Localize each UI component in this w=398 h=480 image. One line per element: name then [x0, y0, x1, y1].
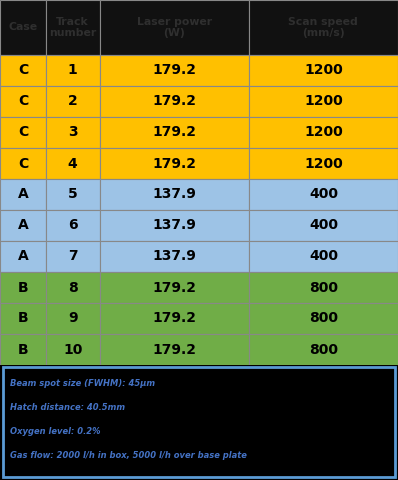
Text: Case: Case [8, 23, 37, 33]
Bar [46, 241, 100, 272]
Bar [46, 117, 100, 148]
Bar [0, 117, 46, 148]
Bar [100, 86, 249, 117]
Text: A: A [18, 218, 28, 232]
Text: C: C [18, 125, 28, 140]
Text: 137.9: 137.9 [152, 218, 196, 232]
Text: 1200: 1200 [304, 63, 343, 77]
Bar [100, 179, 249, 210]
Text: 800: 800 [309, 343, 338, 357]
Bar [100, 210, 249, 241]
Bar [249, 55, 398, 86]
Bar [46, 55, 100, 86]
Bar [0, 86, 46, 117]
Bar [249, 0, 398, 55]
Bar [100, 334, 249, 365]
Bar [0, 272, 46, 303]
Bar [100, 117, 249, 148]
Bar [46, 0, 100, 55]
Text: Scan speed
(mm/s): Scan speed (mm/s) [289, 17, 358, 38]
Bar [46, 148, 100, 179]
Bar [46, 86, 100, 117]
Bar [100, 272, 249, 303]
Bar [249, 210, 398, 241]
Bar [249, 86, 398, 117]
Text: 1200: 1200 [304, 95, 343, 108]
Text: B: B [18, 343, 28, 357]
Bar [0, 179, 46, 210]
Text: Track
number: Track number [49, 17, 96, 38]
Bar [0, 148, 46, 179]
Bar [249, 117, 398, 148]
Text: Beam spot size (FWHM): 45μm: Beam spot size (FWHM): 45μm [10, 379, 155, 388]
Text: 7: 7 [68, 250, 78, 264]
Bar [46, 179, 100, 210]
Text: 9: 9 [68, 312, 78, 325]
Text: 137.9: 137.9 [152, 250, 196, 264]
Text: 137.9: 137.9 [152, 188, 196, 202]
Bar [0, 241, 46, 272]
Bar [249, 148, 398, 179]
Bar [46, 334, 100, 365]
Text: 179.2: 179.2 [152, 312, 196, 325]
Bar [100, 55, 249, 86]
Bar [0, 55, 46, 86]
Bar [249, 303, 398, 334]
Text: 400: 400 [309, 188, 338, 202]
Text: A: A [18, 188, 28, 202]
Text: B: B [18, 312, 28, 325]
Text: 10: 10 [63, 343, 82, 357]
Bar [0, 210, 46, 241]
Bar [0, 303, 46, 334]
Text: 4: 4 [68, 156, 78, 170]
Text: C: C [18, 156, 28, 170]
Text: 5: 5 [68, 188, 78, 202]
Bar [249, 334, 398, 365]
Bar [46, 303, 100, 334]
Text: 179.2: 179.2 [152, 280, 196, 295]
Text: 2: 2 [68, 95, 78, 108]
Text: 400: 400 [309, 218, 338, 232]
Bar [100, 241, 249, 272]
Text: Hatch distance: 40.5mm: Hatch distance: 40.5mm [10, 403, 125, 412]
Text: 6: 6 [68, 218, 78, 232]
Text: 1200: 1200 [304, 156, 343, 170]
Text: Laser power
(W): Laser power (W) [137, 17, 212, 38]
Bar [249, 179, 398, 210]
Text: Oxygen level: 0.2%: Oxygen level: 0.2% [10, 427, 100, 436]
Text: 179.2: 179.2 [152, 95, 196, 108]
Text: 179.2: 179.2 [152, 156, 196, 170]
Text: 179.2: 179.2 [152, 125, 196, 140]
Text: 8: 8 [68, 280, 78, 295]
Bar [100, 303, 249, 334]
Text: Gas flow: 2000 l/h in box, 5000 l/h over base plate: Gas flow: 2000 l/h in box, 5000 l/h over… [10, 451, 247, 460]
Bar [46, 210, 100, 241]
Bar [100, 148, 249, 179]
Text: B: B [18, 280, 28, 295]
Bar [249, 272, 398, 303]
Text: 800: 800 [309, 280, 338, 295]
Bar [249, 241, 398, 272]
Bar [100, 0, 249, 55]
Text: 179.2: 179.2 [152, 63, 196, 77]
Text: 3: 3 [68, 125, 78, 140]
Text: C: C [18, 95, 28, 108]
Text: 400: 400 [309, 250, 338, 264]
Bar [46, 272, 100, 303]
Text: A: A [18, 250, 28, 264]
Text: 179.2: 179.2 [152, 343, 196, 357]
Text: 1: 1 [68, 63, 78, 77]
Bar [0, 0, 46, 55]
Text: C: C [18, 63, 28, 77]
Text: 800: 800 [309, 312, 338, 325]
Text: 1200: 1200 [304, 125, 343, 140]
Bar [0, 334, 46, 365]
